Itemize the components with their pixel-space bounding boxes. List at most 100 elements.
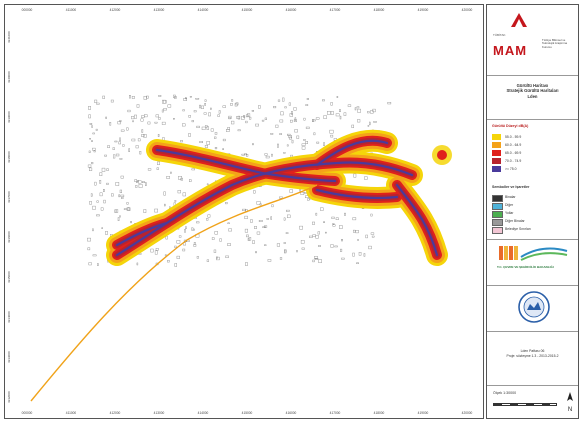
- x-tick-label: 415000: [241, 8, 253, 12]
- symbol-swatch: [492, 219, 503, 226]
- building: [256, 201, 261, 205]
- building: [299, 225, 303, 230]
- building: [136, 104, 140, 108]
- noise-band-label: 70.0 - 74.9: [505, 159, 522, 163]
- building: [229, 103, 233, 106]
- building: [196, 221, 200, 224]
- building: [96, 263, 99, 266]
- building: [141, 129, 144, 133]
- building: [161, 121, 166, 125]
- building: [263, 225, 268, 228]
- building: [154, 208, 158, 213]
- building: [352, 217, 357, 221]
- building: [93, 150, 96, 153]
- building: [99, 172, 103, 177]
- y-tick-label: 4333000: [7, 351, 11, 363]
- building: [188, 179, 192, 182]
- building: [102, 188, 105, 192]
- symbol-label: Binalar: [505, 195, 516, 199]
- building: [99, 179, 102, 184]
- x-tick-label: 417000: [329, 8, 341, 12]
- noise-band-label: 60.0 - 64.9: [505, 143, 522, 147]
- building: [206, 126, 209, 130]
- hotspot-east-core: [437, 150, 447, 160]
- building: [167, 260, 170, 263]
- building: [104, 154, 107, 157]
- building: [356, 106, 360, 109]
- ministry-logo-icon: [499, 246, 568, 261]
- building: [309, 235, 313, 238]
- building: [289, 136, 292, 140]
- sheet-info: Lden Paftası 06 Proje: sözleşme 1.3 - 20…: [491, 349, 574, 359]
- building: [184, 226, 187, 229]
- y-tick-bar: 4341000 4340000 4339000 4338000 4337000 43360…: [5, 23, 17, 403]
- building: [164, 254, 167, 257]
- x-tick-label: 419000: [417, 8, 429, 12]
- building: [355, 229, 359, 234]
- building: [373, 120, 377, 123]
- building: [192, 228, 195, 231]
- agency-description: Türkiye Bilimsel ve Teknolojik Araştırma…: [542, 38, 568, 49]
- building: [127, 109, 131, 113]
- building: [296, 250, 298, 253]
- symbol-swatch: [492, 227, 503, 234]
- building: [118, 194, 120, 198]
- building: [114, 209, 117, 213]
- building: [156, 161, 160, 165]
- building: [261, 119, 265, 122]
- building: [156, 167, 159, 170]
- building: [303, 138, 306, 141]
- building: [335, 217, 339, 221]
- building: [277, 143, 279, 148]
- building: [115, 182, 120, 186]
- noise-band-swatch: [492, 166, 501, 172]
- symbol-label: Diğer: [505, 203, 514, 207]
- building: [305, 104, 309, 106]
- building: [87, 247, 91, 251]
- building: [222, 138, 226, 142]
- building: [209, 107, 212, 110]
- noise-map[interactable]: [17, 15, 473, 411]
- building: [178, 175, 182, 180]
- building: [301, 143, 306, 146]
- building: [177, 189, 181, 194]
- building: [312, 259, 315, 263]
- building: [134, 114, 137, 119]
- logo-section: TÜBİTAK MAM Türkiye Bilimsel ve Teknoloj…: [487, 5, 578, 76]
- building: [371, 235, 375, 238]
- building: [94, 181, 97, 186]
- building: [158, 117, 161, 120]
- building: [299, 189, 301, 192]
- building: [147, 121, 151, 125]
- building: [252, 143, 254, 146]
- building: [184, 229, 186, 233]
- building: [225, 255, 229, 258]
- building: [306, 98, 309, 100]
- building: [119, 215, 121, 218]
- building: [227, 243, 231, 246]
- x-tick-label: 418000: [373, 411, 385, 415]
- building: [191, 168, 195, 171]
- noise-corridor: [115, 221, 169, 247]
- building: [315, 235, 319, 239]
- main-road: [30, 184, 318, 402]
- building: [330, 244, 334, 248]
- x-tick-label: 415000: [241, 411, 253, 415]
- building: [312, 221, 316, 225]
- map-title: Gürültü Haritası Stratejik Gürültü Harit…: [491, 83, 574, 99]
- building: [101, 167, 106, 172]
- building: [158, 94, 162, 97]
- building: [132, 120, 134, 123]
- y-tick-label: 4332000: [7, 391, 11, 403]
- building: [351, 124, 355, 128]
- building: [228, 228, 232, 232]
- building: [135, 185, 138, 188]
- building: [143, 114, 148, 118]
- noise-corridor: [155, 148, 337, 183]
- building: [370, 232, 375, 235]
- building: [294, 129, 298, 133]
- building: [279, 196, 283, 199]
- noise-band-swatch: [492, 134, 501, 140]
- building: [264, 244, 267, 247]
- building: [236, 116, 240, 119]
